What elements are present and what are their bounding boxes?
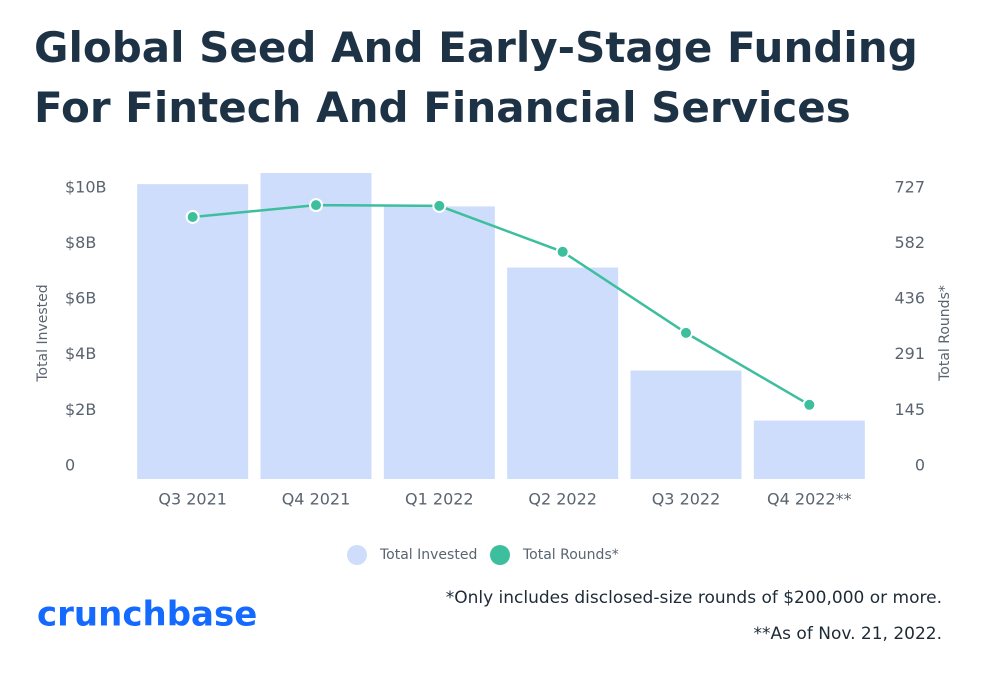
- y2-tick-label: 145: [894, 400, 925, 419]
- line-point: [679, 325, 693, 340]
- bar: [753, 420, 865, 479]
- chart-title: For Fintech And Financial Services: [34, 83, 851, 132]
- y-tick-label: $4B: [65, 344, 96, 363]
- footnote: *Only includes disclosed-size rounds of …: [446, 588, 942, 608]
- y2-tick-label: 0: [915, 456, 925, 475]
- line-point: [309, 198, 323, 213]
- bar: [137, 184, 249, 480]
- x-tick-label: Q3 2022: [652, 490, 721, 509]
- x-tick-label: Q1 2022: [405, 490, 474, 509]
- y2-tick-label: 291: [894, 344, 925, 363]
- line-point: [802, 397, 817, 412]
- bar: [630, 370, 742, 479]
- legend-label: Total Invested: [379, 547, 477, 563]
- y-tick-label: $2B: [65, 400, 96, 419]
- legend-swatch: [347, 545, 367, 565]
- brand-logo: crunchbase: [37, 595, 257, 635]
- y2-tick-label: 436: [894, 289, 925, 308]
- x-tick-label: Q4 2021: [282, 490, 351, 509]
- y2-tick-label: 727: [894, 177, 925, 196]
- line: [192, 203, 810, 406]
- bar: [507, 267, 619, 479]
- line-point: [432, 198, 447, 213]
- legend-label: Total Rounds*: [522, 547, 619, 563]
- bar: [260, 173, 372, 479]
- y-tick-label: $8B: [65, 233, 96, 252]
- legend-swatch: [490, 545, 510, 565]
- line-point: [185, 209, 200, 224]
- y2-axis-title: Total Rounds*: [937, 285, 953, 382]
- x-tick-label: Q4 2022**: [767, 490, 852, 509]
- y-tick-label: 0: [65, 456, 75, 475]
- y-tick-label: $6B: [65, 289, 96, 308]
- x-tick-label: Q2 2022: [528, 490, 597, 509]
- bar: [383, 206, 495, 479]
- y-tick-label: $10B: [65, 177, 107, 196]
- footnote: **As of Nov. 21, 2022.: [754, 624, 942, 644]
- line-point: [555, 244, 570, 259]
- x-tick-label: Q3 2021: [158, 490, 227, 509]
- chart-title: Global Seed And Early-Stage Funding: [34, 23, 918, 72]
- y2-tick-label: 582: [894, 233, 925, 252]
- y-axis-title: Total Invested: [35, 284, 51, 382]
